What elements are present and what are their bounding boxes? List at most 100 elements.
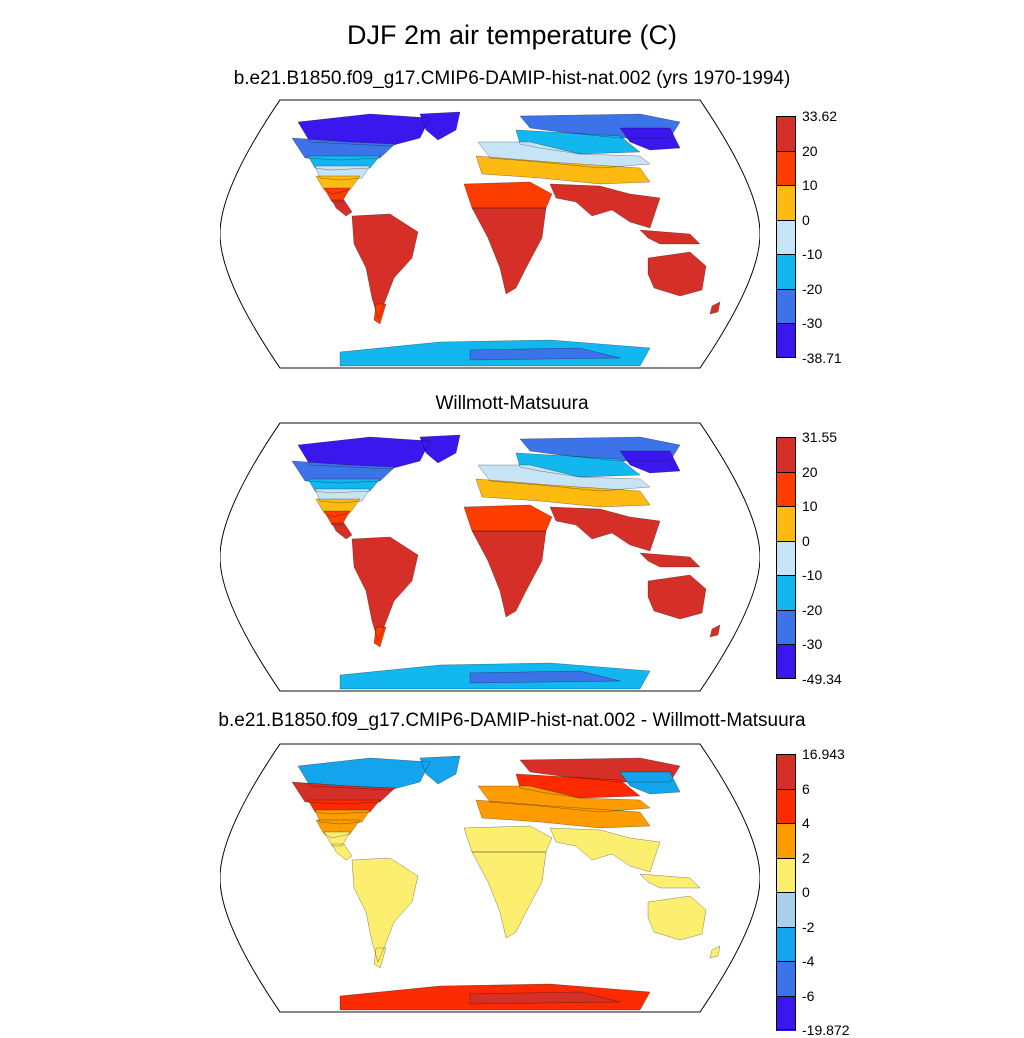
coastline <box>373 303 387 325</box>
coastline <box>323 831 351 847</box>
map-border <box>220 422 760 692</box>
coastline <box>471 851 547 939</box>
colorbar-segment <box>776 471 796 507</box>
colorbar-label: 10 <box>802 177 818 193</box>
colorbar-label: 10 <box>802 498 818 514</box>
coastline <box>331 199 353 217</box>
land-region <box>640 230 700 244</box>
coastline <box>339 339 651 367</box>
coastline <box>619 450 681 474</box>
colorbar-label: -4 <box>802 953 815 969</box>
colorbar-label: -6 <box>802 987 815 1004</box>
land-region <box>472 852 546 938</box>
figure-title: DJF 2m air temperature (C) <box>346 20 678 50</box>
coastlines <box>291 111 721 367</box>
land-region <box>648 896 706 940</box>
land-region <box>478 142 650 168</box>
coastline <box>549 183 661 229</box>
coastline <box>519 436 681 462</box>
coastline <box>469 347 621 361</box>
colorbar-label: 16.943 <box>802 746 845 762</box>
coastline <box>463 181 553 209</box>
colorbar-label: 4 <box>802 815 810 831</box>
land-region <box>292 782 395 804</box>
colorbar-label: -10 <box>802 567 823 583</box>
panel-1-map <box>220 99 760 369</box>
colorbar-segment <box>776 644 796 679</box>
coastline <box>549 506 661 552</box>
panel-1-title: b.e21.B1850.f09_g17.CMIP6-DAMIP-hist-nat… <box>233 68 791 89</box>
land-region <box>476 156 650 184</box>
land-region <box>550 507 660 551</box>
land-region <box>420 112 460 140</box>
coastline <box>639 552 701 568</box>
land-region <box>472 208 546 294</box>
land-region <box>472 531 546 617</box>
colorbar-label: -20 <box>802 601 823 618</box>
coastline <box>709 624 721 638</box>
land-region <box>620 128 680 150</box>
coastline <box>469 991 621 1005</box>
coastline <box>315 175 361 195</box>
coastline <box>475 155 651 185</box>
colorbar-label: 0 <box>802 532 810 549</box>
colorbar-segment <box>776 116 796 151</box>
land-region <box>710 946 720 958</box>
coastline <box>471 207 547 295</box>
panel-3-colorbar <box>776 754 796 1031</box>
panel-2-map <box>220 422 760 692</box>
coastline <box>709 301 721 315</box>
coastlines <box>291 755 721 1011</box>
colorbar-label: -49.34 <box>802 670 842 687</box>
coastline <box>619 771 681 795</box>
coastline <box>647 895 707 941</box>
land-region <box>470 671 620 683</box>
colorbar-segment <box>776 540 796 576</box>
colorbar-segment <box>776 892 796 927</box>
land-region <box>470 992 620 1004</box>
coastline <box>477 785 651 813</box>
colorbar-label: -10 <box>802 246 823 262</box>
coastline <box>339 662 651 690</box>
coastline <box>297 757 431 791</box>
colorbar-segment <box>776 788 796 824</box>
colorbar-segment <box>776 995 796 1031</box>
coastline <box>639 873 701 889</box>
colorbar-segment <box>776 150 796 186</box>
colorbar-label: 31.55 <box>802 429 838 445</box>
land-region <box>550 828 660 872</box>
land-region <box>374 627 386 647</box>
panel-1-colorbar <box>776 116 796 358</box>
coastline <box>315 498 361 518</box>
land-region <box>464 826 552 852</box>
coastline <box>291 137 396 161</box>
land-region <box>478 465 650 491</box>
panel-2-title: Willmott-Matsuura <box>435 393 589 414</box>
land-region <box>620 451 680 473</box>
colorbar-segment <box>776 254 796 289</box>
map-border <box>220 99 760 369</box>
land-region <box>420 756 460 784</box>
coastline <box>297 113 431 147</box>
coastline <box>315 819 361 839</box>
colorbar-label: 6 <box>802 780 810 797</box>
colorbar-label: -19.872 <box>802 1022 850 1038</box>
land-region <box>352 537 418 641</box>
coastline <box>519 757 681 783</box>
coastline <box>469 670 621 684</box>
coastline <box>709 945 721 959</box>
land-region <box>332 844 352 860</box>
coastline <box>619 127 681 151</box>
land-region <box>298 114 430 146</box>
coastline <box>477 141 651 169</box>
land-region <box>648 252 706 296</box>
land-region <box>298 437 430 469</box>
land-fill <box>292 435 720 689</box>
coastline <box>647 251 707 297</box>
coastline <box>647 574 707 620</box>
land-region <box>464 182 552 208</box>
land-fill <box>292 112 720 366</box>
colorbar-segment <box>776 961 796 996</box>
colorbar-segment <box>776 288 796 324</box>
land-fill <box>292 756 720 1010</box>
